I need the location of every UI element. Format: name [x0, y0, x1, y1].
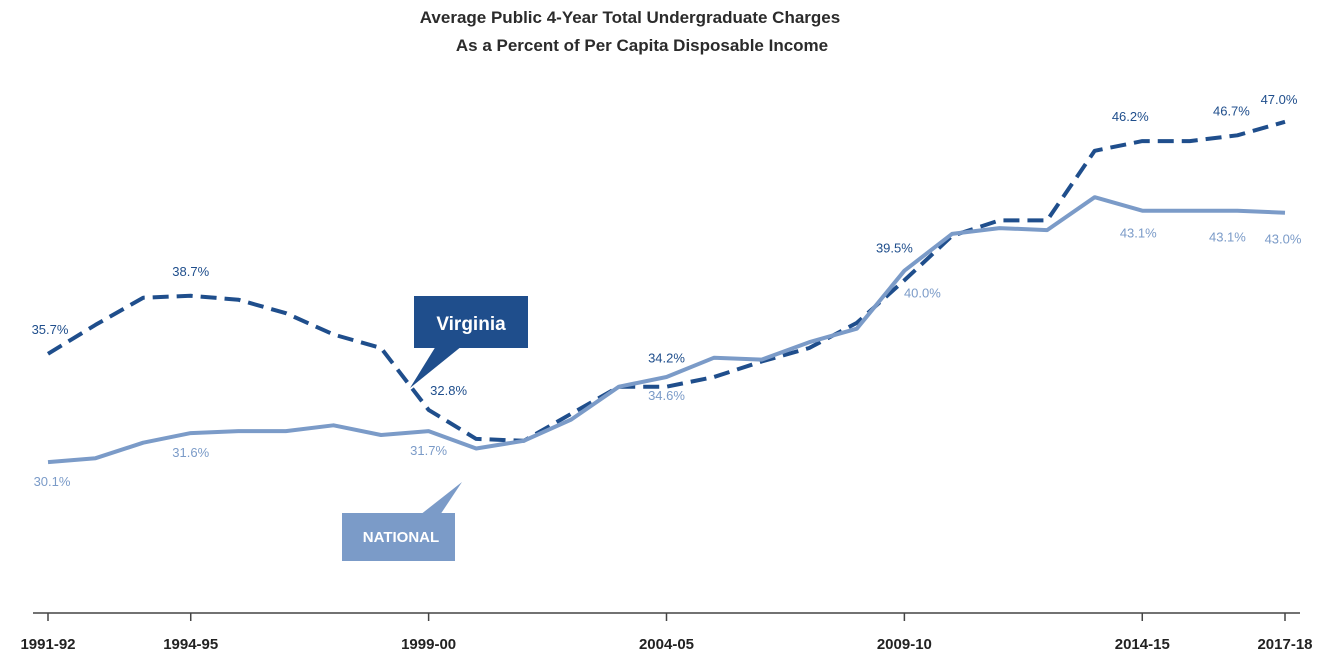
callout-virginia-pointer: [410, 346, 462, 388]
data-label-national-25: 43.1%: [1209, 230, 1246, 245]
data-label-virginia-25: 46.7%: [1213, 103, 1250, 118]
x-tick-label-2009-10: 2009-10: [877, 636, 932, 653]
data-label-national-3: 31.6%: [172, 445, 209, 460]
data-label-virginia-0: 35.7%: [32, 322, 69, 337]
x-tick-label-2014-15: 2014-15: [1115, 636, 1170, 653]
data-label-virginia-18: 39.5%: [876, 240, 913, 255]
data-label-national-23: 43.1%: [1120, 226, 1157, 241]
callout-national-label: NATIONAL: [363, 529, 439, 546]
data-label-virginia-8: 32.8%: [430, 383, 467, 398]
x-tick-label-1994-95: 1994-95: [163, 636, 218, 653]
data-label-national-26: 43.0%: [1265, 232, 1302, 247]
chart-title-line1: Average Public 4-Year Total Undergraduat…: [419, 8, 841, 27]
data-label-virginia-26: 47.0%: [1261, 92, 1298, 107]
data-label-virginia-27: 47.7%: [1307, 0, 1333, 3]
data-label-national-0: 30.1%: [34, 474, 71, 489]
x-tick-label-1991-92: 1991-92: [20, 636, 75, 653]
data-label-national-13: 34.6%: [648, 388, 685, 403]
callout-national-pointer: [420, 482, 462, 515]
callout-virginia-label: Virginia: [436, 314, 506, 335]
callout-national-box: [342, 513, 455, 561]
data-label-virginia-13: 34.2%: [648, 351, 685, 366]
series-line-virginia: [46, 119, 1286, 443]
series-line-national: [47, 195, 1286, 465]
data-label-virginia-23: 46.2%: [1112, 109, 1149, 124]
callout-virginia-box: [414, 296, 528, 348]
x-tick-label-2017-18: 2017-18: [1257, 636, 1312, 653]
x-tick-label-1999-00: 1999-00: [401, 636, 456, 653]
data-label-virginia-3: 38.7%: [172, 264, 209, 279]
data-label-national-18: 40.0%: [904, 286, 941, 301]
chart-title-line2: As a Percent of Per Capita Disposable In…: [455, 36, 829, 55]
x-tick-label-2004-05: 2004-05: [639, 636, 694, 653]
data-label-national-8: 31.7%: [410, 443, 447, 458]
